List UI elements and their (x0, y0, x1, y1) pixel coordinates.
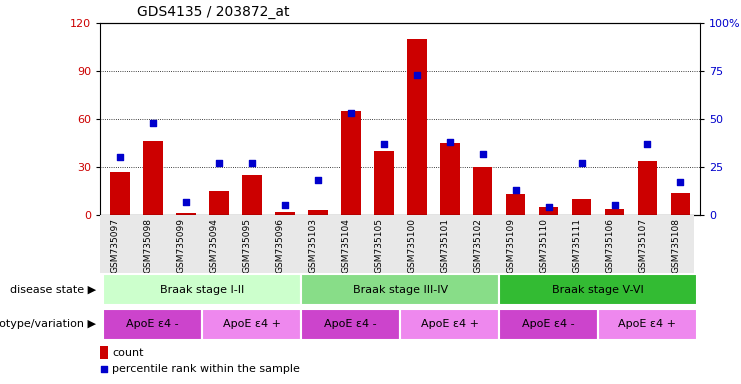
Text: GSM735099: GSM735099 (177, 218, 186, 273)
Point (411, 72, 422, 78)
Bar (637, 161, 657, 215)
Bar (242, 175, 262, 215)
Text: Braak stage I-II: Braak stage I-II (160, 285, 245, 295)
Point (476, 151, 488, 157)
Bar (176, 214, 196, 215)
Point (213, 160, 225, 166)
Bar (505, 194, 525, 215)
Point (608, 202, 620, 209)
Bar (202, 309, 301, 340)
Point (642, 141, 654, 147)
Bar (571, 199, 591, 215)
Text: ApoE ε4 -: ApoE ε4 - (127, 319, 179, 329)
Text: GSM735100: GSM735100 (408, 218, 416, 273)
Text: percentile rank within the sample: percentile rank within the sample (113, 364, 300, 374)
Bar (598, 309, 697, 340)
Text: GSM735109: GSM735109 (507, 218, 516, 273)
Text: genotype/variation ▶: genotype/variation ▶ (0, 319, 96, 329)
Bar (341, 111, 361, 215)
Text: GSM735101: GSM735101 (441, 218, 450, 273)
Text: count: count (113, 348, 144, 358)
Bar (605, 209, 625, 215)
Text: GDS4135 / 203872_at: GDS4135 / 203872_at (137, 5, 290, 19)
Bar (110, 172, 130, 215)
Text: GSM735107: GSM735107 (639, 218, 648, 273)
Text: ApoE ε4 -: ApoE ε4 - (325, 319, 377, 329)
Point (246, 160, 258, 166)
Bar (407, 39, 427, 215)
Bar (671, 193, 691, 215)
Text: ApoE ε4 -: ApoE ε4 - (522, 319, 575, 329)
Bar (499, 274, 697, 306)
Text: GSM735103: GSM735103 (309, 218, 318, 273)
Text: GSM735097: GSM735097 (111, 218, 120, 273)
Point (576, 160, 588, 166)
Bar (143, 141, 163, 215)
Text: GSM735094: GSM735094 (210, 218, 219, 273)
Text: GSM735095: GSM735095 (243, 218, 252, 273)
Bar (400, 309, 499, 340)
Point (279, 202, 290, 209)
Text: GSM735102: GSM735102 (473, 218, 482, 273)
Text: ApoE ε4 +: ApoE ε4 + (421, 319, 479, 329)
Point (312, 177, 324, 184)
Text: GSM735098: GSM735098 (144, 218, 153, 273)
Bar (301, 274, 499, 306)
Bar (100, 346, 108, 359)
Point (444, 139, 456, 145)
Text: ApoE ε4 +: ApoE ε4 + (223, 319, 281, 329)
Bar (539, 207, 559, 215)
Text: GSM735111: GSM735111 (573, 218, 582, 273)
Point (674, 179, 686, 185)
Text: GSM735108: GSM735108 (671, 218, 680, 273)
Point (180, 199, 192, 205)
Text: disease state ▶: disease state ▶ (10, 285, 96, 295)
Text: ApoE ε4 +: ApoE ε4 + (619, 319, 677, 329)
Text: GSM735104: GSM735104 (342, 218, 350, 273)
Text: Braak stage V-VI: Braak stage V-VI (552, 285, 644, 295)
Text: Braak stage III-IV: Braak stage III-IV (353, 285, 448, 295)
Bar (473, 167, 493, 215)
Bar (439, 143, 459, 215)
Point (114, 154, 126, 161)
Bar (275, 212, 295, 215)
Bar (209, 191, 229, 215)
Bar (103, 309, 202, 340)
Bar (499, 309, 598, 340)
Text: GSM735106: GSM735106 (605, 218, 614, 273)
Point (510, 187, 522, 193)
Bar (308, 210, 328, 215)
Text: GSM735096: GSM735096 (276, 218, 285, 273)
Text: GSM735110: GSM735110 (539, 218, 548, 273)
Bar (373, 151, 393, 215)
Point (378, 141, 390, 147)
Point (542, 204, 554, 210)
Bar (301, 309, 400, 340)
Point (345, 110, 356, 116)
Text: GSM735105: GSM735105 (375, 218, 384, 273)
Point (98, 366, 110, 372)
Bar (103, 274, 301, 306)
Point (147, 120, 159, 126)
